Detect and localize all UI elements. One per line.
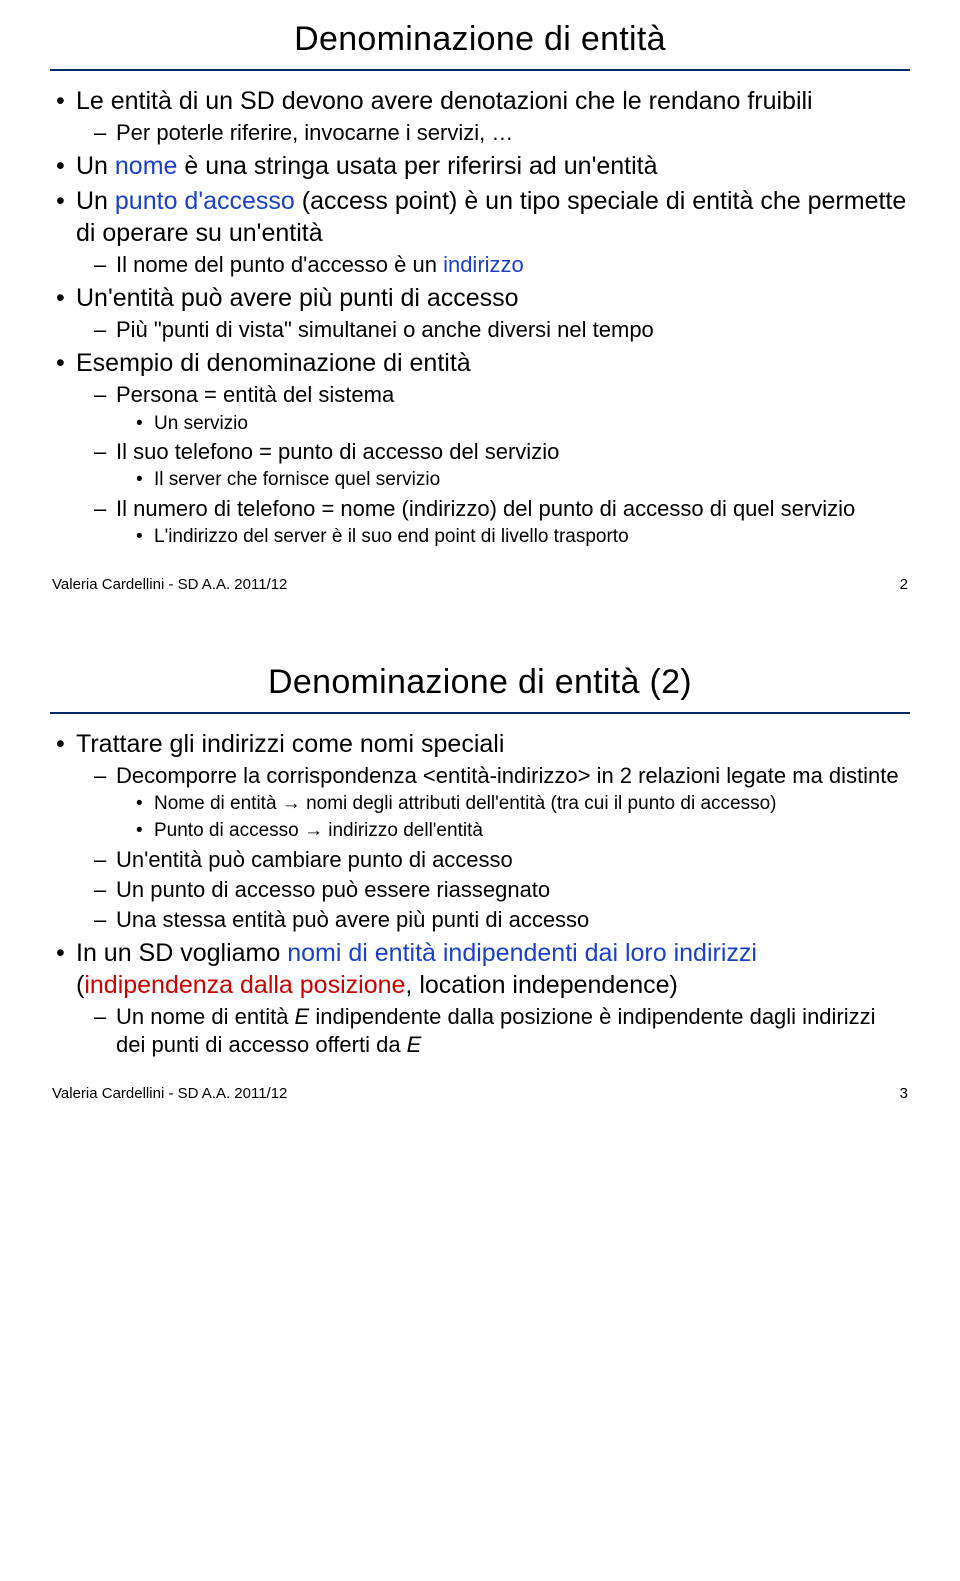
list-text: è una stringa usata per riferirsi ad un'…: [177, 152, 657, 180]
list-text: Per poterle riferire, invocarne i serviz…: [116, 120, 513, 145]
list-text-highlight: nome: [115, 152, 178, 180]
list-text: Decomporre la corrispondenza <entità-ind…: [116, 763, 899, 788]
list-text: Le entità di un SD devono avere denotazi…: [76, 87, 813, 115]
list-item: Un nome è una stringa usata per riferirs…: [50, 150, 910, 182]
list-text: Il numero di telefono = nome (indirizzo)…: [116, 496, 855, 521]
list-item: Il numero di telefono = nome (indirizzo)…: [90, 495, 910, 550]
list-text: Un nome di entità: [116, 1004, 295, 1029]
list-text-italic: E: [407, 1032, 422, 1057]
list-text: Un: [76, 152, 115, 180]
title-rule: [50, 712, 910, 714]
footer-page-number: 3: [900, 1085, 908, 1102]
list-text-highlight: punto d'accesso: [115, 187, 295, 215]
list-item: Il nome del punto d'accesso è un indiriz…: [90, 251, 910, 279]
footer-author: Valeria Cardellini - SD A.A. 2011/12: [52, 1085, 287, 1102]
list-text-highlight: indirizzo: [443, 252, 524, 277]
list-item: Un punto di accesso può essere riassegna…: [90, 876, 910, 904]
list-text: Il nome del punto d'accesso è un: [116, 252, 443, 277]
list-item: In un SD vogliamo nomi di entità indipen…: [50, 937, 910, 1059]
list-item: Decomporre la corrispondenza <entità-ind…: [90, 762, 910, 844]
list-item: Un'entità può avere più punti di accesso…: [50, 282, 910, 344]
slide-title: Denominazione di entità (2): [50, 663, 910, 708]
list-text: Un'entità può cambiare punto di accesso: [116, 847, 513, 872]
list-item: Un'entità può cambiare punto di accesso: [90, 846, 910, 874]
list-item: Per poterle riferire, invocarne i serviz…: [90, 119, 910, 147]
list-text: Persona = entità del sistema: [116, 382, 394, 407]
list-item: Un servizio: [132, 412, 910, 437]
list-text: Il suo telefono = punto di accesso del s…: [116, 439, 559, 464]
slide-footer: Valeria Cardellini - SD A.A. 2011/12 3: [50, 1085, 910, 1102]
list-text: Punto di accesso → indirizzo dell'entità: [154, 820, 483, 841]
footer-author: Valeria Cardellini - SD A.A. 2011/12: [52, 576, 287, 593]
list-text: Un'entità può avere più punti di accesso: [76, 284, 519, 312]
list-text: Più "punti di vista" simultanei o anche …: [116, 317, 654, 342]
slide-title: Denominazione di entità: [50, 20, 910, 65]
list-text: Un servizio: [154, 413, 248, 434]
list-text: Esempio di denominazione di entità: [76, 349, 471, 377]
list-item: Nome di entità → nomi degli attributi de…: [132, 792, 910, 817]
footer-page-number: 2: [900, 576, 908, 593]
list-item: Esempio di denominazione di entità Perso…: [50, 347, 910, 550]
list-item: Il suo telefono = punto di accesso del s…: [90, 438, 910, 493]
list-item: L'indirizzo del server è il suo end poin…: [132, 525, 910, 550]
list-text: Una stessa entità può avere più punti di…: [116, 907, 589, 932]
list-text: Nome di entità → nomi degli attributi de…: [154, 793, 776, 814]
slide-2: Denominazione di entità (2) Trattare gli…: [0, 609, 960, 1118]
list-item: Punto di accesso → indirizzo dell'entità: [132, 819, 910, 844]
list-item: Un nome di entità E indipendente dalla p…: [90, 1003, 910, 1059]
list-item: Più "punti di vista" simultanei o anche …: [90, 316, 910, 344]
list-text: L'indirizzo del server è il suo end poin…: [154, 526, 629, 547]
list-text-highlight: nomi di entità indipendenti dai loro ind…: [287, 939, 757, 967]
list-text: Il server che fornisce quel servizio: [154, 469, 440, 490]
list-text: Un: [76, 187, 115, 215]
list-item: Una stessa entità può avere più punti di…: [90, 906, 910, 934]
slide-1: Denominazione di entità Le entità di un …: [0, 0, 960, 609]
title-rule: [50, 69, 910, 71]
list-text-highlight-red: indipendenza dalla posizione: [84, 971, 405, 999]
list-item: Il server che fornisce quel servizio: [132, 468, 910, 493]
bullet-list: Trattare gli indirizzi come nomi special…: [50, 728, 910, 1059]
list-item: Un punto d'accesso (access point) è un t…: [50, 185, 910, 279]
list-text: , location independence): [405, 971, 677, 999]
list-item: Trattare gli indirizzi come nomi special…: [50, 728, 910, 934]
slide-footer: Valeria Cardellini - SD A.A. 2011/12 2: [50, 576, 910, 593]
list-text: In un SD vogliamo: [76, 939, 287, 967]
bullet-list: Le entità di un SD devono avere denotazi…: [50, 85, 910, 550]
list-item: Persona = entità del sistema Un servizio: [90, 381, 910, 436]
list-text: Un punto di accesso può essere riassegna…: [116, 877, 550, 902]
list-text-italic: E: [295, 1004, 310, 1029]
list-text: Trattare gli indirizzi come nomi special…: [76, 730, 504, 758]
list-item: Le entità di un SD devono avere denotazi…: [50, 85, 910, 147]
